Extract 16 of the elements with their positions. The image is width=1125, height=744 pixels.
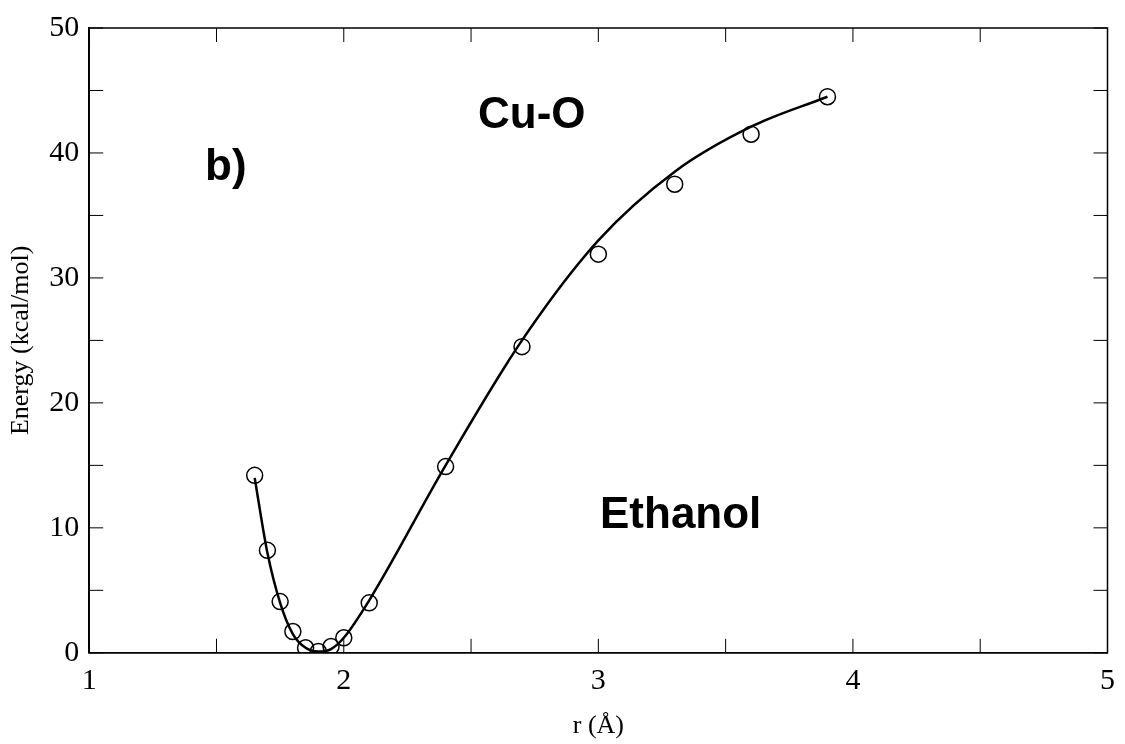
x-tick-label: 2 [336, 661, 352, 695]
x-tick-label: 4 [845, 661, 861, 695]
annotation: Cu-O [478, 88, 586, 138]
x-axis-title: r (Å) [572, 710, 624, 740]
y-tick-label: 40 [49, 133, 80, 167]
y-axis-title: Energy (kcal/mol) [5, 245, 35, 436]
annotation: Ethanol [600, 488, 762, 538]
x-tick-label: 5 [1100, 661, 1115, 695]
annotation: b) [205, 140, 247, 190]
y-tick-label: 20 [49, 383, 80, 417]
x-tick-label: 3 [590, 661, 606, 695]
x-tick-label: 1 [81, 661, 97, 695]
y-tick-label: 50 [49, 8, 80, 42]
y-tick-label: 0 [64, 633, 80, 667]
y-tick-label: 10 [49, 508, 80, 542]
y-tick-label: 30 [49, 258, 80, 292]
